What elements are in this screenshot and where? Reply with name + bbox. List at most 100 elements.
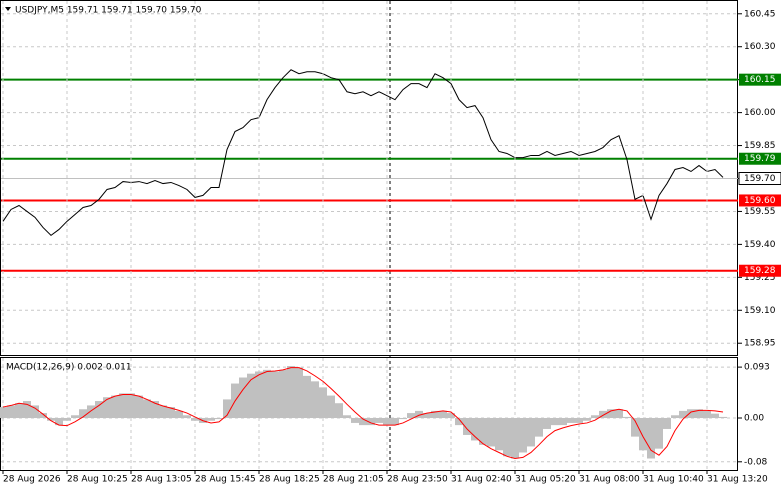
histogram-bar: [31, 405, 39, 419]
histogram-bar: [623, 416, 631, 419]
x-tick-label: 31 Aug 05:20: [515, 475, 576, 485]
histogram-bar: [135, 395, 143, 419]
y-tick-label: -0.08: [744, 457, 768, 467]
histogram-bar: [167, 407, 175, 419]
macd-title: MACD(12,26,9) 0.002 0.011: [6, 363, 132, 373]
histogram-bar: [671, 415, 679, 419]
histogram-bar: [439, 410, 447, 419]
histogram-bar: [511, 418, 519, 459]
histogram-bar: [503, 418, 511, 457]
histogram-bar: [375, 418, 383, 423]
price-title: USDJPY,M5 159.71 159.71 159.70 159.70: [15, 6, 202, 16]
y-tick-label: 159.25: [744, 273, 776, 283]
y-tick-label: 0.093: [744, 363, 770, 373]
histogram-bar: [327, 395, 335, 419]
level-label: 159.60: [744, 196, 776, 206]
histogram-bar: [343, 415, 351, 419]
menu-icon: [5, 7, 11, 11]
histogram-bar: [223, 399, 231, 419]
histogram-bar: [615, 409, 623, 419]
histogram-bar: [119, 393, 127, 419]
x-tick-label: 31 Aug 02:40: [451, 475, 512, 485]
histogram-bar: [95, 401, 103, 419]
histogram-bar: [367, 418, 375, 426]
histogram-bar: [159, 405, 167, 419]
x-tick-label: 31 Aug 10:40: [643, 475, 704, 485]
level-label: 159.79: [744, 154, 776, 164]
histogram-bar: [647, 418, 655, 459]
histogram-bar: [407, 413, 415, 419]
histogram-bar: [455, 418, 463, 426]
histogram-bar: [551, 418, 559, 426]
histogram-bar: [87, 405, 95, 419]
histogram-bar: [423, 413, 431, 419]
level-box: [739, 264, 781, 277]
x-tick-label: 28 Aug 23:50: [387, 475, 448, 485]
histogram-bar: [151, 401, 159, 419]
y-tick-label: 159.40: [744, 240, 776, 250]
histogram-bar: [607, 409, 615, 419]
histogram-bar: [279, 369, 287, 419]
histogram-bar: [599, 410, 607, 419]
histogram-bar: [247, 373, 255, 419]
histogram-bar: [79, 409, 87, 419]
histogram-bar: [383, 418, 391, 426]
histogram-bar: [471, 418, 479, 441]
x-tick-label: 28 Aug 18:25: [259, 475, 320, 485]
level-box: [739, 194, 781, 207]
histogram-bar: [287, 366, 295, 419]
x-tick-label: 28 Aug 10:25: [67, 475, 128, 485]
signal-line: [2, 367, 724, 460]
histogram-bar: [519, 418, 527, 453]
x-tick-label: 28 Aug 2026: [3, 475, 61, 485]
histogram-bar: [111, 395, 119, 419]
level-box: [739, 73, 781, 86]
histogram-bar: [239, 377, 247, 419]
histogram-bar: [527, 418, 535, 447]
histogram-bar: [127, 393, 135, 419]
histogram-bar: [711, 413, 719, 419]
histogram-bar: [215, 418, 223, 420]
x-tick-label: 28 Aug 21:05: [323, 475, 384, 485]
histogram-bar: [559, 418, 567, 426]
histogram-bar: [479, 418, 487, 445]
histogram-bar: [15, 403, 23, 419]
histogram-bar: [271, 371, 279, 419]
histogram-bar: [695, 409, 703, 419]
histogram-bar: [639, 418, 647, 451]
histogram-bar: [431, 410, 439, 419]
level-label: 159.28: [744, 266, 776, 276]
histogram-bar: [631, 418, 639, 437]
histogram-bar: [143, 399, 151, 419]
histogram-bar: [463, 418, 471, 435]
histogram-bar: [47, 418, 55, 421]
y-tick-label: 160.30: [744, 42, 776, 52]
histogram-bar: [415, 410, 423, 419]
histogram-bar: [583, 418, 591, 421]
x-tick-label: 28 Aug 13:05: [131, 475, 192, 485]
histogram-bar: [23, 401, 31, 419]
histogram-bar: [7, 405, 15, 419]
y-tick-label: 158.95: [744, 339, 776, 349]
histogram-bar: [303, 375, 311, 419]
price-line: [2, 69, 724, 237]
y-tick-label: 0.00: [744, 414, 764, 424]
histogram-bar: [399, 418, 407, 420]
histogram-bar: [687, 409, 695, 419]
y-tick-label: 159.85: [744, 141, 776, 151]
histogram-bar: [359, 418, 367, 426]
histogram-bar: [191, 418, 199, 421]
y-tick-label: 160.45: [744, 9, 776, 19]
histogram-bar: [183, 415, 191, 419]
histogram-bar: [543, 418, 551, 429]
y-tick-label: 159.55: [744, 207, 776, 217]
histogram-bar: [719, 416, 727, 419]
histogram-bar: [255, 371, 263, 419]
histogram-bar: [591, 415, 599, 419]
level-box: [739, 152, 781, 165]
histogram-bar: [391, 418, 399, 426]
histogram-bar: [39, 413, 47, 419]
y-tick-label: 160.00: [744, 108, 776, 118]
